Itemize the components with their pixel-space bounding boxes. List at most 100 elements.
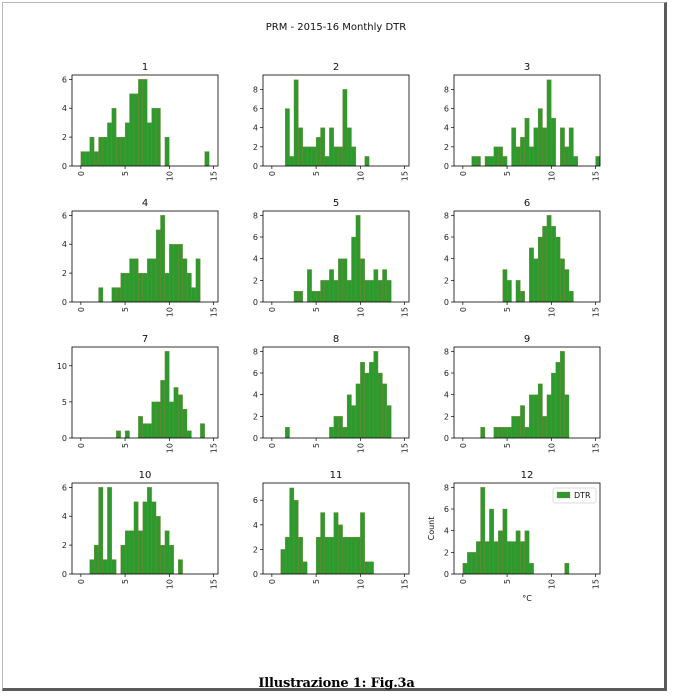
histogram-bar xyxy=(98,136,104,167)
y-tick-label: 4 xyxy=(253,521,258,530)
histogram-bar xyxy=(351,405,357,439)
y-tick-label: 0 xyxy=(444,570,449,579)
panel-title: 12 xyxy=(521,470,534,481)
histogram-bar xyxy=(155,229,161,303)
x-tick-label: 15 xyxy=(210,307,219,317)
panel-title: 8 xyxy=(333,334,339,345)
y-tick-label: 2 xyxy=(444,143,449,152)
histogram-bar xyxy=(315,137,321,167)
x-tick-label: 10 xyxy=(165,579,174,589)
histogram-bar xyxy=(386,405,392,439)
axes-frame xyxy=(262,482,410,575)
histogram-bar xyxy=(355,383,361,439)
histogram-bar xyxy=(475,156,481,167)
histogram-bar xyxy=(191,287,197,303)
histogram-bar xyxy=(120,136,126,167)
x-tick-label: 0 xyxy=(77,307,86,312)
y-tick-label: 4 xyxy=(62,104,67,113)
histogram-bar xyxy=(533,258,539,303)
x-tick-label: 5 xyxy=(121,443,130,448)
histogram-bar xyxy=(89,136,95,167)
histogram-bar xyxy=(293,291,299,303)
histogram-bar xyxy=(480,427,486,439)
panel-8: 8 0 5 10 15 0 2 4 6 8 xyxy=(253,334,410,453)
histogram-bar xyxy=(178,394,183,439)
x-tick-label: 5 xyxy=(312,443,321,448)
panel-5: 5 0 5 10 15 0 2 4 6 8 xyxy=(253,198,410,317)
histogram-bar xyxy=(333,512,339,575)
histogram-bar xyxy=(124,122,130,167)
histogram-bar xyxy=(129,258,135,303)
y-tick-label: 6 xyxy=(62,75,67,84)
figure-caption: Illustrazione 1: Fig.3a xyxy=(258,676,415,691)
y-tick-label: 0 xyxy=(253,162,258,171)
histogram-bar xyxy=(342,258,348,303)
histogram-bar xyxy=(537,108,543,167)
x-tick-label: 10 xyxy=(547,171,556,181)
histogram-bar xyxy=(160,380,166,439)
histogram-bar xyxy=(315,536,321,575)
y-tick-label: 5 xyxy=(62,398,67,407)
histogram-bar xyxy=(80,151,86,167)
histogram-bar xyxy=(147,487,152,575)
panel-6: 6 0 5 10 15 0 2 4 6 8 xyxy=(444,198,601,317)
histogram-bar xyxy=(102,136,108,167)
y-tick-label: 8 xyxy=(444,347,449,356)
histogram-bar xyxy=(142,272,148,303)
histogram-bar xyxy=(355,536,361,575)
histogram-bar xyxy=(511,127,517,167)
histogram-bar xyxy=(164,136,170,167)
histogram-bar xyxy=(147,258,152,303)
histogram-bar xyxy=(284,108,290,167)
axes-frame xyxy=(262,74,410,167)
y-tick-label: 0 xyxy=(253,570,258,579)
histogram-bar xyxy=(151,108,157,167)
histogram-bar xyxy=(298,291,303,303)
y-tick-label: 0 xyxy=(253,434,258,443)
x-tick-label: 0 xyxy=(268,307,277,312)
histogram-bar xyxy=(515,146,521,167)
histogram-bar xyxy=(542,416,548,439)
y-tick-label: 8 xyxy=(444,211,449,220)
histogram-bar xyxy=(111,108,117,167)
histogram-bar xyxy=(364,280,370,303)
panel-title: 2 xyxy=(333,62,339,73)
histogram-bar xyxy=(524,427,530,439)
histogram-bar xyxy=(382,383,388,439)
histogram-bar xyxy=(338,146,343,167)
histogram-bar xyxy=(342,427,348,439)
y-tick-label: 6 xyxy=(253,233,258,242)
histogram-bar xyxy=(511,416,517,439)
y-tick-label: 2 xyxy=(444,276,449,285)
y-tick-label: 2 xyxy=(253,412,258,421)
histogram-bar xyxy=(320,512,326,575)
histogram-bar xyxy=(489,156,494,167)
histogram-bar xyxy=(107,122,112,167)
histogram-bar xyxy=(298,127,303,167)
panel-title: 5 xyxy=(333,198,339,209)
histogram-bar xyxy=(351,146,357,167)
histogram-bar xyxy=(129,93,135,167)
x-tick-label: 10 xyxy=(165,443,174,453)
histogram-bar xyxy=(138,416,143,439)
x-axis-label: °C xyxy=(522,594,532,603)
x-tick-label: 5 xyxy=(503,443,512,448)
histogram-bar xyxy=(142,501,148,575)
y-tick-label: 2 xyxy=(62,133,67,142)
histogram-bar xyxy=(329,427,334,439)
histogram-bar xyxy=(98,487,104,575)
y-tick-label: 6 xyxy=(62,211,67,220)
histogram-bar xyxy=(200,423,205,439)
histogram-bar xyxy=(173,244,179,303)
y-tick-label: 0 xyxy=(62,434,67,443)
panel-9: 9 0 5 10 15 0 2 4 6 8 xyxy=(444,334,601,453)
histogram-bar xyxy=(329,536,334,575)
histogram-bar xyxy=(129,530,135,575)
legend-box xyxy=(552,487,597,504)
histogram-bar xyxy=(302,146,308,167)
y-tick-label: 10 xyxy=(57,362,67,371)
panel-title: 10 xyxy=(139,470,152,481)
x-tick-label: 5 xyxy=(503,579,512,584)
histogram-bar xyxy=(498,530,503,575)
